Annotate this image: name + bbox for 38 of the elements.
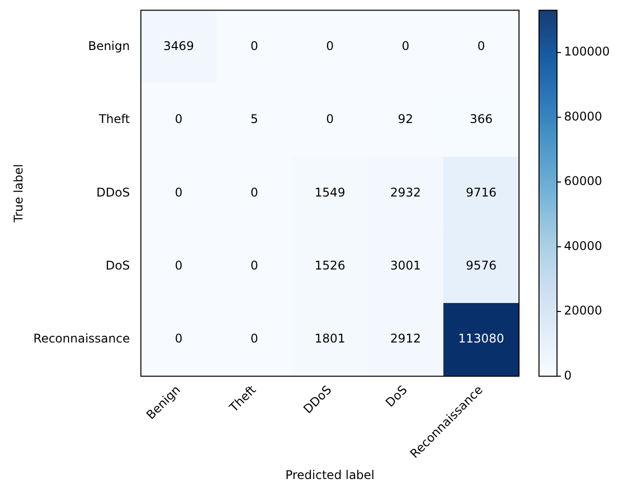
- data-label: 0: [250, 258, 258, 273]
- data-label: 9576: [466, 258, 496, 273]
- data-label: 3001: [390, 258, 421, 273]
- data-label: 0: [326, 38, 334, 53]
- data-label: 92: [398, 112, 414, 126]
- y-tick-label: Reconnaissance: [33, 332, 130, 346]
- y-tick-label: DoS: [106, 258, 130, 273]
- color-bar-label: 100000: [564, 44, 610, 59]
- color-bar-label: 0: [564, 368, 572, 382]
- color-bar-label: 20000: [564, 304, 602, 318]
- data-label: 9716: [466, 185, 496, 200]
- color-bar-label: 80000: [564, 109, 602, 124]
- data-label: 1549: [314, 185, 346, 200]
- data-label: 366: [470, 112, 493, 126]
- data-label: 0: [326, 112, 334, 126]
- data-label: 0: [174, 112, 182, 126]
- data-label: 113080: [458, 332, 504, 346]
- data-label: 0: [477, 38, 486, 53]
- y-axis-title: True label: [11, 164, 26, 224]
- data-label: 2912: [390, 332, 421, 346]
- data-label: 0: [250, 332, 258, 346]
- data-label: 0: [250, 38, 258, 53]
- data-label: 0: [250, 185, 258, 200]
- x-axis-title: Predicted label: [285, 468, 375, 482]
- data-label: 0: [174, 258, 182, 273]
- data-label: 0: [174, 332, 182, 346]
- color-bar-label: 60000: [564, 174, 602, 188]
- y-tick-label: Benign: [88, 38, 130, 53]
- data-label: 1801: [314, 332, 346, 346]
- y-tick-label: DDoS: [96, 185, 130, 200]
- data-label: 0: [174, 185, 182, 200]
- data-label: 0: [402, 38, 410, 53]
- data-label: 5: [250, 112, 258, 126]
- data-label: 1526: [314, 258, 346, 273]
- color-bar-label: 40000: [564, 238, 602, 253]
- y-tick-label: Theft: [98, 112, 130, 126]
- data-label: 2932: [390, 185, 421, 200]
- data-label: 3469: [163, 38, 194, 53]
